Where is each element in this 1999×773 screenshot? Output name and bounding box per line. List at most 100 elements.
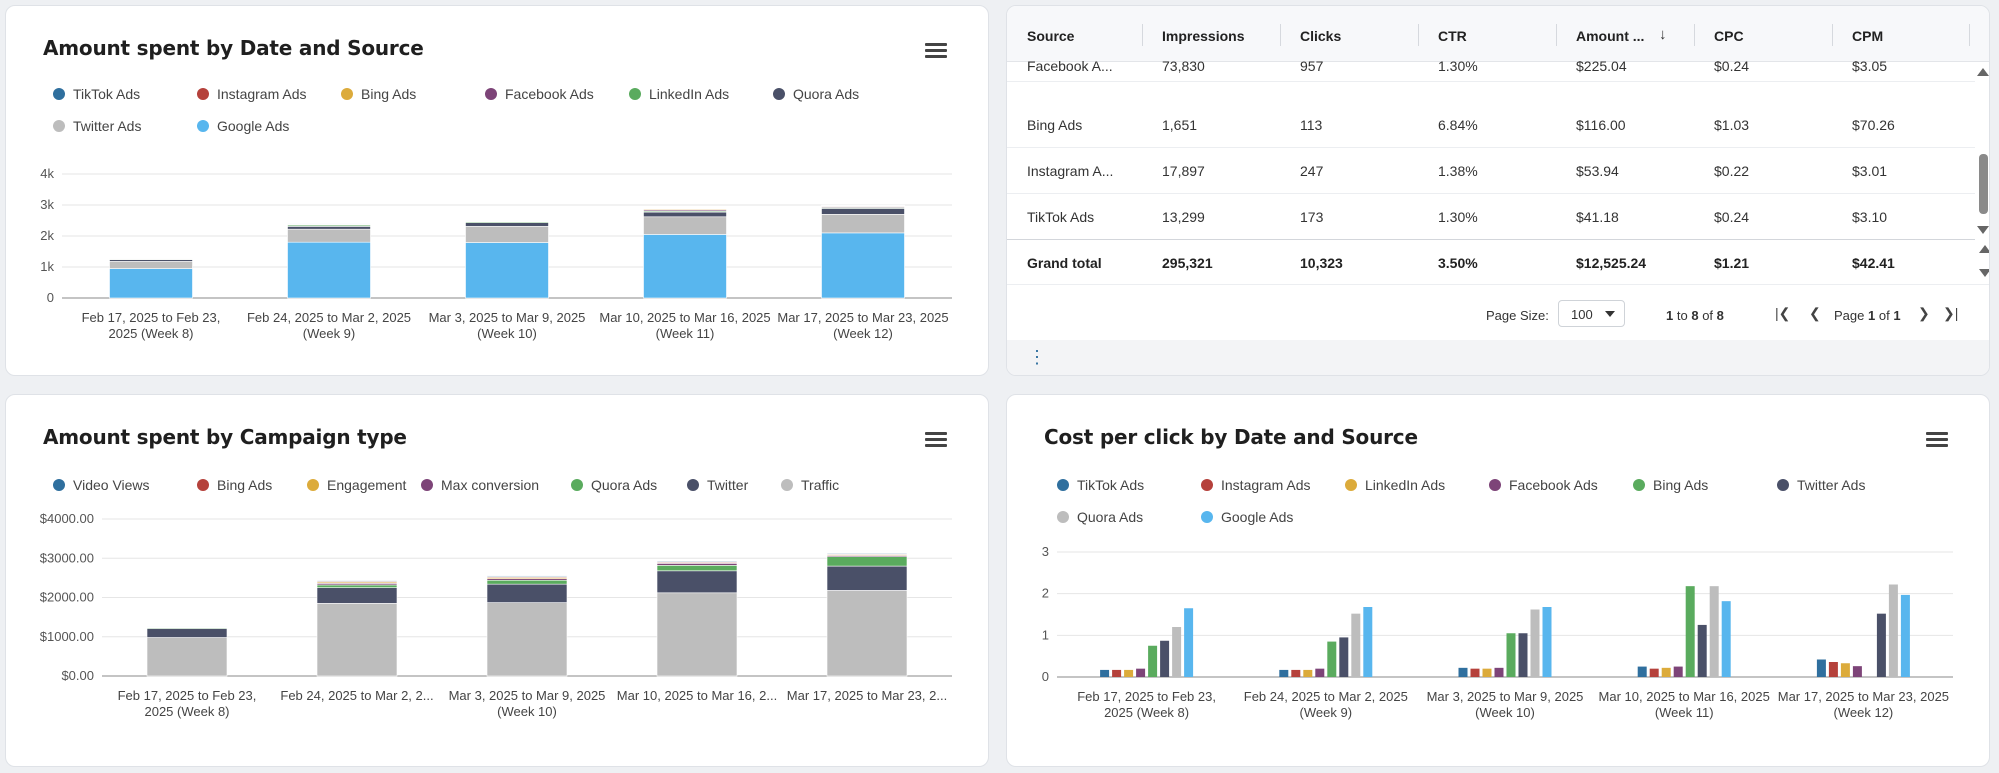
- table-cell: Facebook A...: [1027, 58, 1113, 74]
- y-tick-label: 1k: [40, 259, 54, 274]
- y-tick-label: $4000.00: [40, 511, 94, 526]
- previous-page-icon[interactable]: ❮: [1809, 305, 1821, 321]
- sort-descending-icon[interactable]: ↓: [1659, 26, 1667, 43]
- bar-segment-quora-ads: [465, 222, 549, 227]
- card-title: Amount spent by Campaign type: [43, 425, 407, 449]
- page-size-label: Page Size:: [1486, 308, 1549, 323]
- legend-item-max-conversion[interactable]: Max conversion: [421, 477, 539, 493]
- legend-dot-icon: [53, 120, 65, 132]
- page-size-select[interactable]: 100: [1558, 300, 1625, 327]
- bar-segment-quora-ads: [287, 226, 371, 230]
- legend-item-bing-ads[interactable]: Bing Ads: [341, 86, 416, 102]
- column-resize-handle[interactable]: [1280, 24, 1281, 46]
- legend-item-traffic[interactable]: Traffic: [781, 477, 839, 493]
- table-cell: $0.22: [1714, 163, 1750, 179]
- column-resize-handle[interactable]: [1694, 24, 1695, 46]
- y-tick-label: 0: [47, 290, 54, 305]
- more-options-icon[interactable]: ⋮: [1007, 340, 1989, 375]
- legend-dot-icon: [197, 88, 209, 100]
- legend-item-instagram-ads[interactable]: Instagram Ads: [197, 86, 307, 102]
- column-header-cpm[interactable]: CPM: [1852, 28, 1884, 44]
- stacked-bar-chart: 0 1k 2k 3k 4k Feb 17, 2025 to Feb 23,2025 (We…: [40, 166, 952, 341]
- vertical-scrollbar[interactable]: [1975, 62, 1989, 238]
- legend-label: Video Views: [73, 477, 150, 493]
- y-tick-label: $3000.00: [40, 550, 94, 565]
- hamburger-menu-icon[interactable]: [1926, 432, 1948, 448]
- scroll-up-icon[interactable]: [1979, 245, 1989, 253]
- table-row[interactable]: Facebook A... 73,830 957 1.30% $225.04 $0.24 $…: [1007, 56, 1975, 82]
- legend-item-bing-ads[interactable]: Bing Ads: [1633, 477, 1708, 493]
- legend-item-bing-ads[interactable]: Bing Ads: [197, 477, 272, 493]
- legend-item-google-ads[interactable]: Google Ads: [1201, 509, 1293, 525]
- legend-item-engagement[interactable]: Engagement: [307, 477, 406, 493]
- legend-item-twitter-ads[interactable]: Twitter Ads: [53, 118, 141, 134]
- table-row[interactable]: Bing Ads 1,651 113 6.84% $116.00 $1.03 $70.26: [1007, 102, 1975, 148]
- y-tick-label: 4k: [40, 166, 54, 181]
- last-page-icon[interactable]: ❯|: [1943, 305, 1959, 321]
- hamburger-menu-icon[interactable]: [925, 43, 947, 59]
- legend-item-quora-ads[interactable]: Quora Ads: [773, 86, 859, 102]
- next-page-icon[interactable]: ❯: [1918, 305, 1930, 321]
- scroll-thumb[interactable]: [1979, 154, 1988, 214]
- legend-dot-icon: [197, 120, 209, 132]
- legend-label: Bing Ads: [217, 477, 273, 493]
- legend-item-tiktok-ads[interactable]: TikTok Ads: [1057, 477, 1144, 493]
- x-tick-label: (Week 10): [497, 704, 557, 719]
- hamburger-menu-icon[interactable]: [925, 432, 947, 448]
- column-resize-handle[interactable]: [1969, 24, 1970, 46]
- scroll-up-icon[interactable]: [1977, 68, 1989, 76]
- column-resize-handle[interactable]: [1418, 24, 1419, 46]
- column-resize-handle[interactable]: [1142, 24, 1143, 46]
- first-page-icon[interactable]: |❮: [1775, 305, 1791, 321]
- legend-item-twitter-ads[interactable]: Twitter Ads: [1777, 477, 1865, 493]
- y-tick-label: 2k: [40, 228, 54, 243]
- legend-item-quora-ads[interactable]: Quora Ads: [1057, 509, 1143, 525]
- scroll-down-icon[interactable]: [1979, 269, 1989, 277]
- legend-item-linkedin-ads[interactable]: LinkedIn Ads: [629, 86, 729, 102]
- legend-item-google-ads[interactable]: Google Ads: [197, 118, 289, 134]
- table-cell: 17,897: [1162, 163, 1205, 179]
- column-header-impressions[interactable]: Impressions: [1162, 28, 1245, 44]
- x-tick-label: Mar 17, 2025 to Mar 23, 2...: [787, 688, 947, 703]
- legend-item-linkedin-ads[interactable]: LinkedIn Ads: [1345, 477, 1445, 493]
- legend-item-quora-ads[interactable]: Quora Ads: [571, 477, 657, 493]
- legend-label: LinkedIn Ads: [1365, 477, 1446, 493]
- x-tick-label: Feb 17, 2025 to Feb 23,: [82, 310, 221, 325]
- legend-item-instagram-ads[interactable]: Instagram Ads: [1201, 477, 1311, 493]
- legend-item-facebook-ads[interactable]: Facebook Ads: [1489, 477, 1598, 493]
- bar-twitter-ads: [1697, 624, 1707, 677]
- bar-segment-twitter-ads: [465, 226, 549, 243]
- legend-item-facebook-ads[interactable]: Facebook Ads: [485, 86, 594, 102]
- bar-tiktok-ads: [1637, 666, 1647, 677]
- cost-per-click-card: Cost per click by Date and Source TikTok…: [1006, 394, 1990, 767]
- column-resize-handle[interactable]: [1556, 24, 1557, 46]
- legend-item-tiktok-ads[interactable]: TikTok Ads: [53, 86, 140, 102]
- column-header-ctr[interactable]: CTR: [1438, 28, 1467, 44]
- legend-item-twitter[interactable]: Twitter: [687, 477, 748, 493]
- column-header-cpc[interactable]: CPC: [1714, 28, 1744, 44]
- x-tick-label: Mar 10, 2025 to Mar 16, 2025: [1599, 689, 1770, 704]
- table-row[interactable]: Instagram A... 17,897 247 1.38% $53.94 $0.22 $…: [1007, 148, 1975, 194]
- table-row[interactable]: TikTok Ads 13,299 173 1.30% $41.18 $0.24 $3.10: [1007, 194, 1975, 240]
- bar-segment-twitter-ads: [287, 228, 371, 243]
- column-header-amount[interactable]: Amount ...: [1576, 28, 1645, 44]
- column-header-source[interactable]: Source: [1027, 28, 1075, 44]
- legend-dot-icon: [53, 479, 65, 491]
- legend-dot-icon: [1489, 479, 1501, 491]
- table-cell: 1.30%: [1438, 58, 1478, 74]
- bar-segment-video-views: [656, 560, 738, 563]
- table-cell: $0.24: [1714, 209, 1750, 225]
- bar-quora-ads: [1530, 609, 1540, 677]
- scroll-down-icon[interactable]: [1977, 226, 1989, 234]
- table-cell: Instagram A...: [1027, 163, 1114, 179]
- bar-segment-tiktok-ads: [465, 219, 549, 221]
- table-cell: $3.05: [1852, 58, 1888, 74]
- y-tick-label: $2000.00: [40, 590, 94, 605]
- legend-dot-icon: [1057, 511, 1069, 523]
- table-cell: $116.00: [1576, 117, 1626, 133]
- column-resize-handle[interactable]: [1832, 24, 1833, 46]
- x-tick-label: Mar 17, 2025 to Mar 23, 2025: [1778, 689, 1949, 704]
- column-header-clicks[interactable]: Clicks: [1300, 28, 1342, 44]
- legend-dot-icon: [307, 479, 319, 491]
- legend-item-video-views[interactable]: Video Views: [53, 477, 150, 493]
